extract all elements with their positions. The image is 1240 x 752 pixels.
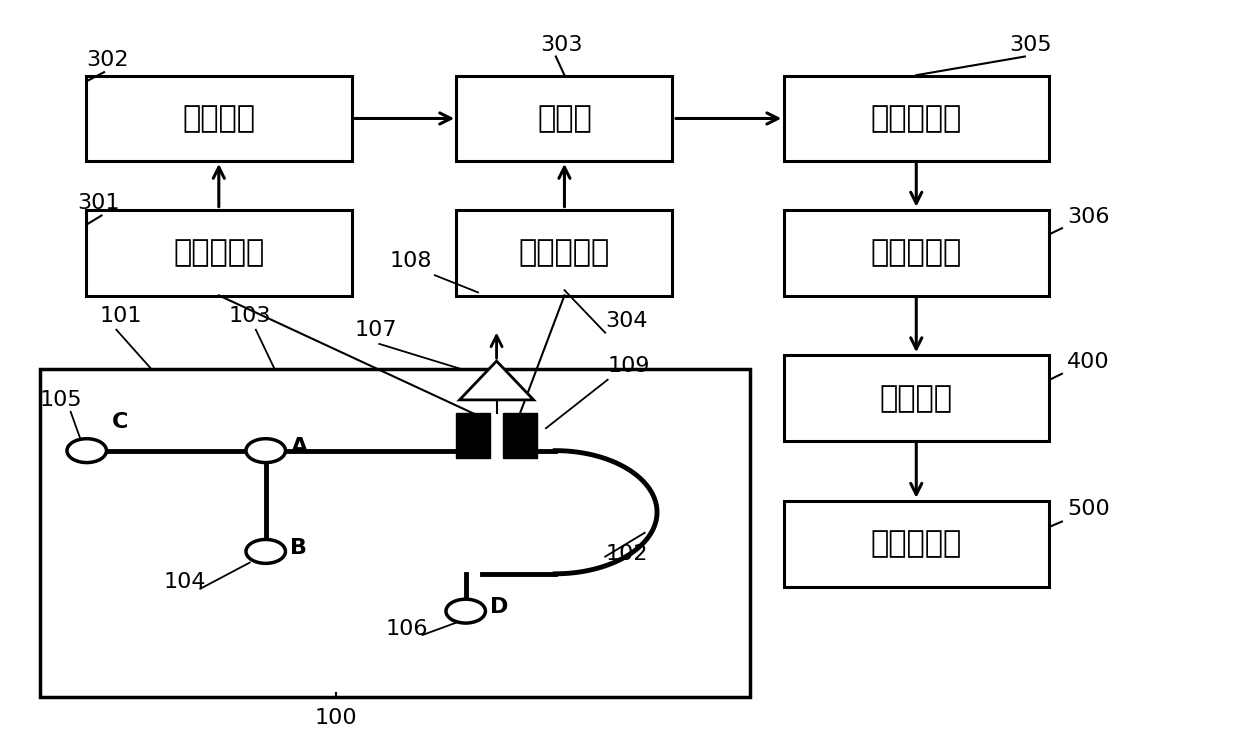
Text: 106: 106 [386, 619, 428, 638]
Text: C: C [112, 412, 128, 432]
Text: 信号发生器: 信号发生器 [174, 238, 264, 268]
Text: 302: 302 [87, 50, 129, 70]
Text: 上位机软件: 上位机软件 [870, 529, 962, 559]
Text: A: A [290, 437, 308, 457]
Text: 104: 104 [164, 572, 206, 593]
Bar [86, 75, 351, 162]
Text: 105: 105 [40, 390, 82, 410]
Bar [456, 414, 490, 458]
Text: 400: 400 [1066, 352, 1110, 372]
Bar [784, 501, 1049, 587]
Bar [502, 414, 537, 458]
Bar [456, 75, 672, 162]
Text: 500: 500 [1066, 499, 1110, 520]
Text: 前置放大器: 前置放大器 [518, 238, 610, 268]
Text: 103: 103 [228, 306, 272, 326]
Text: 301: 301 [77, 193, 119, 214]
Bar [456, 210, 672, 296]
Text: 102: 102 [605, 544, 647, 564]
Polygon shape [460, 361, 533, 400]
Bar [784, 75, 1049, 162]
Text: 107: 107 [355, 320, 397, 340]
Text: B: B [290, 538, 308, 558]
Bar [86, 210, 351, 296]
Text: 303: 303 [539, 35, 583, 55]
Circle shape [446, 599, 485, 623]
Text: 305: 305 [1009, 35, 1052, 55]
Bar [784, 356, 1049, 441]
Text: 乘法器: 乘法器 [537, 104, 591, 133]
Text: D: D [490, 597, 508, 617]
Circle shape [246, 438, 285, 462]
Text: 304: 304 [605, 311, 647, 331]
Text: 101: 101 [99, 306, 141, 326]
Text: 低通滤波器: 低通滤波器 [870, 104, 962, 133]
Text: 100: 100 [315, 708, 357, 728]
Circle shape [246, 539, 285, 563]
Bar [784, 210, 1049, 296]
Bar [40, 368, 750, 697]
Text: 306: 306 [1066, 207, 1110, 226]
Circle shape [67, 438, 107, 462]
Text: 控制模块: 控制模块 [879, 384, 952, 413]
Text: 109: 109 [608, 356, 650, 376]
Text: 相移模块: 相移模块 [182, 104, 255, 133]
Text: 108: 108 [389, 251, 433, 271]
Text: 后置放大器: 后置放大器 [870, 238, 962, 268]
